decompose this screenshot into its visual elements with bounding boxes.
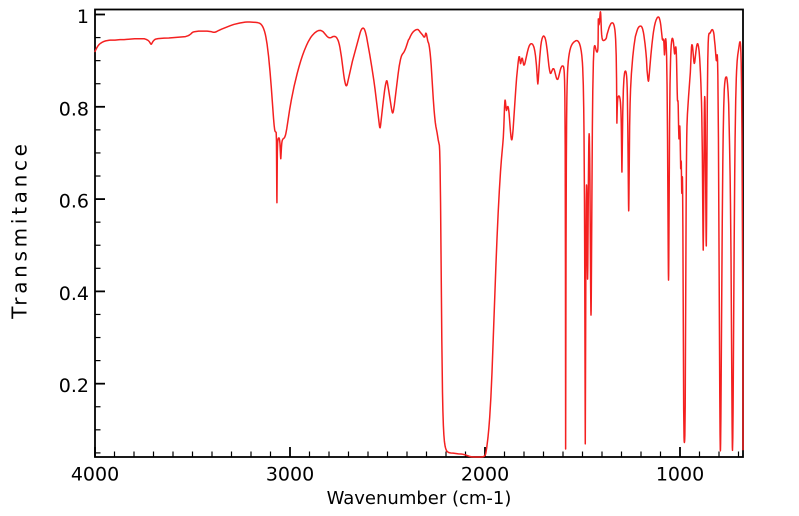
x-tick-label-2000: 2000 (461, 464, 509, 486)
y-tick-label-0.8: 0.8 (59, 98, 89, 120)
axis-tick-labels: 4000 3000 2000 1000 1 0.8 0.6 0.4 0.2 (59, 6, 704, 486)
plot-frame (94, 8, 744, 458)
x-tick-label-3000: 3000 (266, 464, 314, 486)
y-tick-label-0.4: 0.4 (59, 283, 89, 305)
spectrum-line-group (94, 11, 744, 458)
y-tick-label-0.6: 0.6 (59, 191, 89, 213)
y-axis-title: Transmitance (8, 140, 32, 319)
y-tick-label-1: 1 (77, 6, 89, 28)
y-tick-label-0.2: 0.2 (59, 375, 89, 397)
x-tick-label-4000: 4000 (71, 464, 119, 486)
x-axis-title: Wavenumber (cm-1) (327, 488, 512, 509)
spectrum-line (94, 11, 744, 458)
plot-frame-rect (94, 8, 744, 458)
x-tick-label-1000: 1000 (656, 464, 704, 486)
axis-ticks (94, 13, 740, 457)
